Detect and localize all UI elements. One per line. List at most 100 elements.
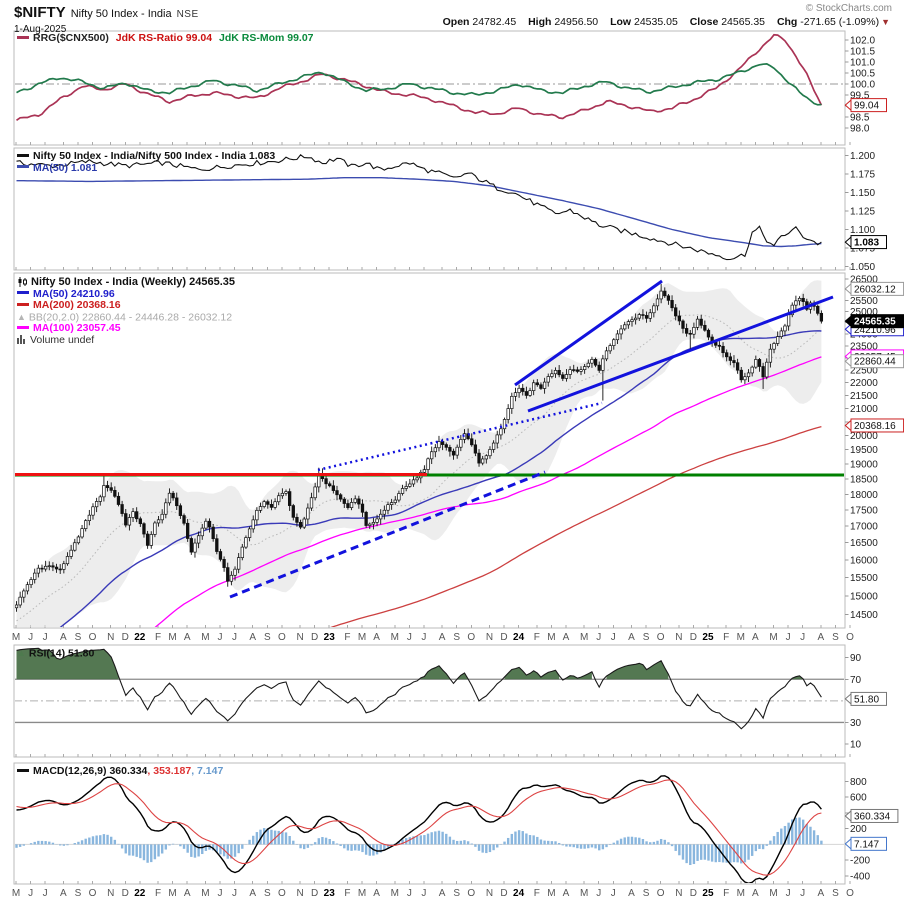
macd-hist-bar — [346, 844, 350, 851]
macd-hist-bar — [288, 835, 291, 845]
ratio-series-label: Nifty 50 Index - India/Nifty 500 Index -… — [33, 150, 276, 162]
candlestick-icon — [18, 277, 27, 288]
candle-body — [364, 511, 368, 526]
candle-body — [666, 295, 671, 301]
candle-body — [262, 501, 266, 507]
macd-hist-bar — [659, 838, 663, 845]
month-label: F — [534, 632, 540, 643]
month-label: A — [184, 888, 191, 899]
macd-hist-bar — [630, 836, 634, 845]
chg-down-arrow-icon[interactable]: ▼ — [881, 17, 890, 27]
macd-hist-bar — [754, 844, 758, 852]
macd-hist-bar — [707, 844, 710, 861]
macd-hist-bar — [77, 841, 80, 845]
tick-label: 25500 — [850, 296, 878, 307]
candle-body — [349, 502, 354, 508]
month-label: A — [373, 632, 380, 643]
candle-body — [590, 359, 594, 364]
month-label: O — [467, 632, 475, 643]
macd-hist-bar — [452, 839, 455, 845]
trendline-dashed-2[interactable] — [229, 470, 546, 599]
candle-body — [481, 458, 485, 464]
macd-signal-line — [16, 779, 822, 876]
macd-hist-bar — [619, 838, 623, 845]
candle-body — [222, 559, 226, 568]
month-label: O — [278, 888, 286, 899]
candle-body — [652, 305, 656, 314]
month-label: M — [391, 632, 399, 643]
candle-body — [22, 590, 26, 598]
month-label: D — [122, 888, 129, 899]
macd-hist-bar — [44, 841, 47, 845]
candle-body — [189, 538, 193, 553]
candle-body — [135, 511, 139, 520]
candle-body — [131, 511, 135, 518]
ratio-line — [16, 154, 822, 261]
macd-hist-bar — [587, 844, 590, 849]
macd-hist-bar — [350, 844, 353, 851]
candle-body — [564, 374, 569, 379]
copyright: © StockCharts.com — [805, 3, 892, 14]
macd-hist-bar — [226, 844, 229, 859]
macd-hist-bar — [204, 844, 208, 851]
trendline-solid-0[interactable] — [514, 279, 663, 387]
candle-body — [619, 328, 623, 335]
macd-hist-bar — [798, 817, 801, 845]
candle-body — [557, 370, 561, 376]
candle-body — [167, 492, 172, 504]
macd-hist-bar — [15, 844, 18, 848]
rsi-legend: ▲ RSI(14) 51.80 — [17, 648, 94, 660]
candle-body — [535, 382, 539, 386]
high-label: High — [528, 16, 552, 28]
month-label: O — [846, 888, 854, 899]
trendline-dotted-3[interactable] — [317, 401, 603, 472]
macd-hist-bar — [354, 844, 357, 851]
month-label: M — [547, 632, 555, 643]
macd-value: MACD(12,26,9) 360.334 — [33, 765, 148, 777]
rrg-series-0 — [16, 33, 823, 121]
candle-body — [247, 528, 252, 538]
candle-body — [470, 438, 474, 446]
macd-hist-bar — [317, 838, 320, 845]
macd-hist-bar — [645, 841, 648, 845]
candle-body — [33, 572, 37, 580]
macd-hist-bar — [470, 843, 473, 845]
macd-hist-bar — [670, 844, 674, 847]
tick-label: -400 — [850, 871, 870, 882]
ma100-swatch-icon — [17, 325, 29, 329]
candle-body — [779, 330, 783, 337]
tick-label: 16500 — [850, 538, 878, 549]
candle-body — [40, 567, 44, 570]
macd-hist-bar — [696, 844, 699, 861]
macd-hist-bar — [303, 844, 306, 850]
main-title: Nifty 50 Index - India (Weekly) 24565.35 — [31, 276, 235, 288]
candle-body — [612, 339, 616, 346]
axis-callout-value: 22860.44 — [854, 357, 896, 368]
candle-body — [324, 478, 328, 485]
macd-hist-bar — [772, 836, 776, 845]
macd-hist-bar — [455, 840, 459, 845]
candle-body — [524, 391, 529, 396]
axis-callout-value: 360.334 — [854, 811, 891, 822]
candle-body — [404, 486, 408, 489]
tick-label: 15500 — [850, 573, 878, 584]
candle-body — [732, 360, 736, 364]
candle-body — [397, 493, 401, 501]
month-label: S — [453, 888, 460, 899]
macd-hist-bar — [339, 844, 342, 846]
rsi-overbought-fill — [420, 665, 450, 680]
month-label: A — [563, 888, 570, 899]
trendline-solid-1[interactable] — [527, 295, 834, 413]
candle-body — [542, 381, 547, 389]
candle-body — [757, 359, 762, 367]
macd-hist-bar — [514, 831, 517, 845]
macd-hist-bar — [721, 844, 725, 863]
month-label: A — [60, 632, 67, 643]
macd-hist-bar — [22, 844, 25, 846]
tick-label: 800 — [850, 777, 867, 788]
month-label: N — [296, 888, 303, 899]
month-label: F — [155, 888, 161, 899]
candle-body — [408, 483, 412, 487]
month-label: D — [500, 632, 507, 643]
candle-body — [816, 305, 820, 314]
